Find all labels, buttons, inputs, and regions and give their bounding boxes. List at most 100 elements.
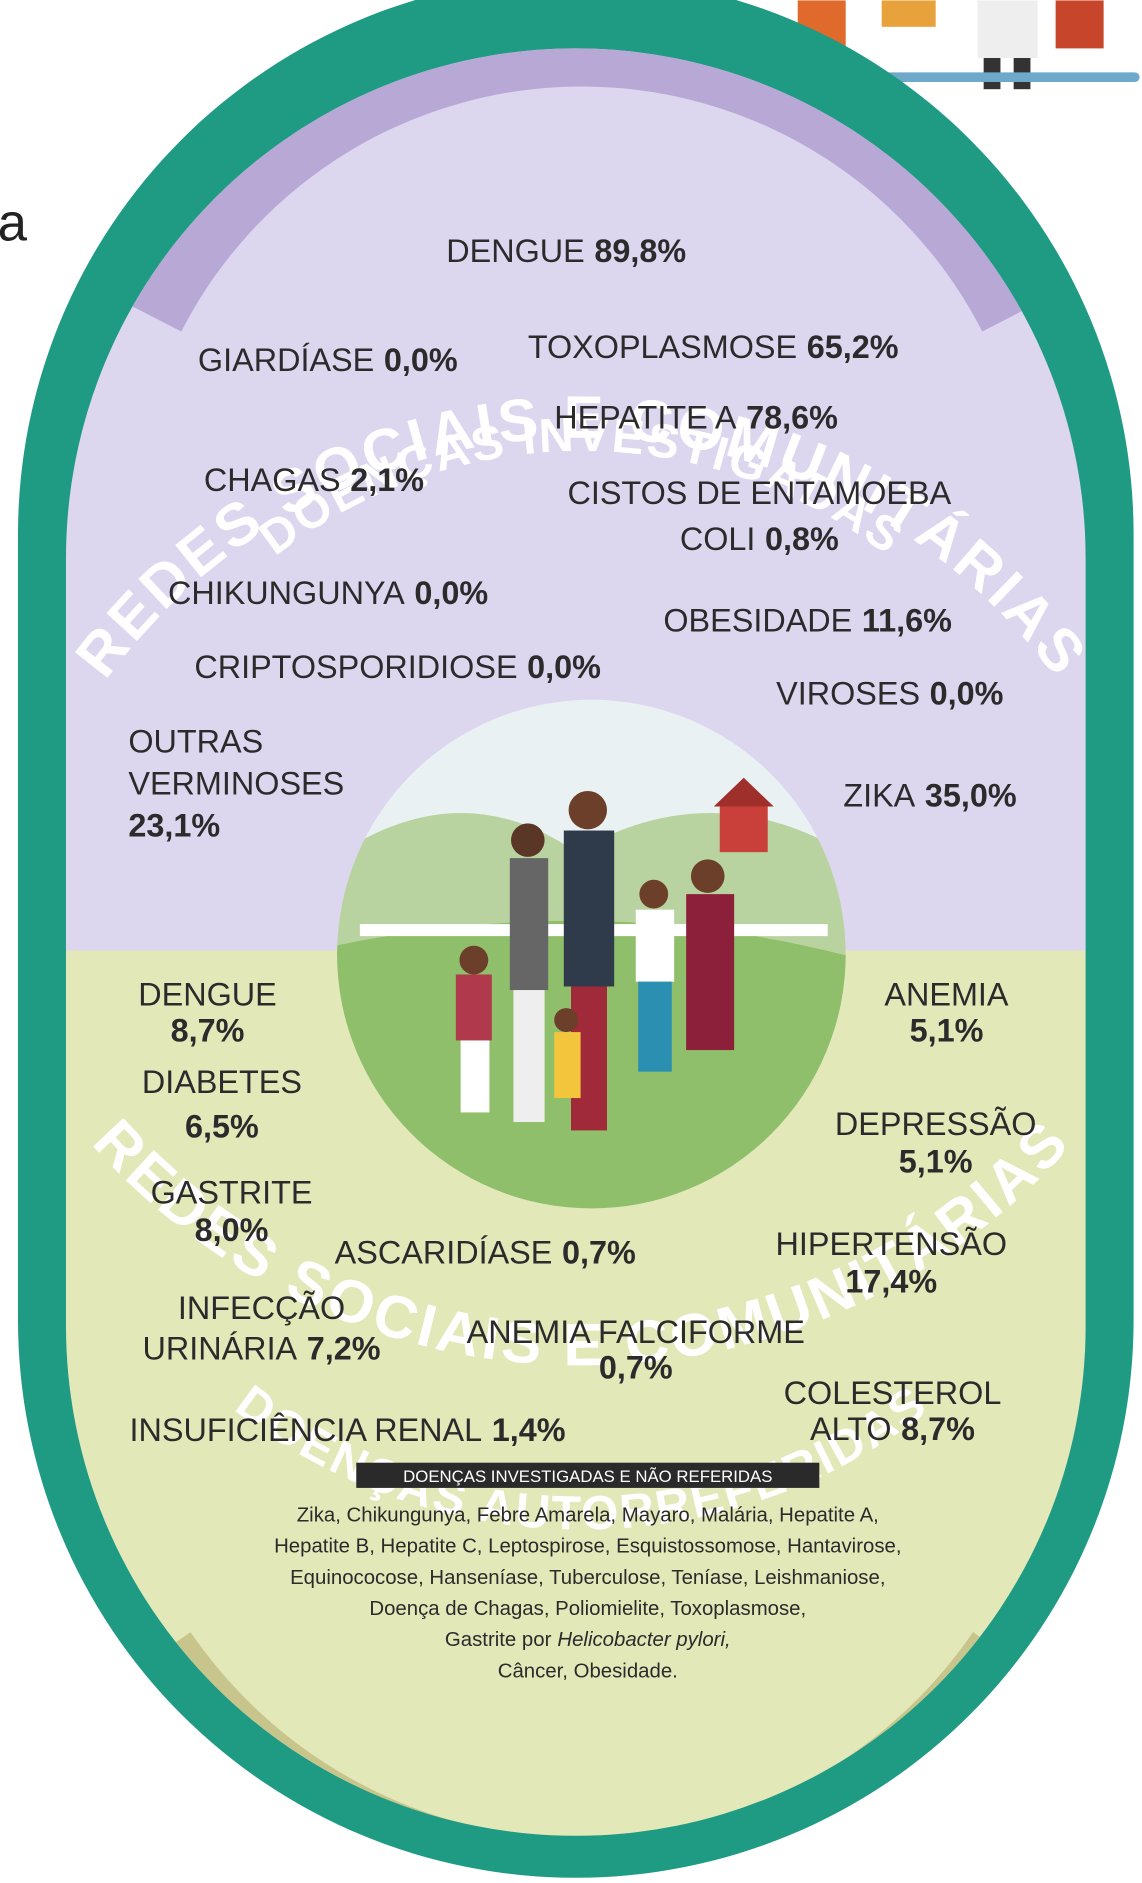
disease-name: ALTO 8,7% bbox=[810, 1411, 975, 1447]
disease-value: 8,0% bbox=[195, 1212, 269, 1248]
disease-name: DENGUE 89,8% bbox=[446, 233, 686, 269]
disease-name: COLESTEROL bbox=[784, 1375, 1002, 1411]
edge-text: a bbox=[0, 193, 28, 252]
not-reported-text: Equinococose, Hanseníase, Tuberculose, T… bbox=[290, 1567, 885, 1589]
not-reported-line: Zika, Chikungunya, Febre Amarela, Mayaro… bbox=[297, 1504, 879, 1526]
disease-name: CHAGAS 2,1% bbox=[204, 462, 424, 498]
disease-value: 8,7% bbox=[171, 1013, 245, 1049]
disease-value-text: 5,1% bbox=[910, 1013, 984, 1049]
disease-name-text: GIARDÍASE bbox=[198, 342, 374, 378]
disease-name: ASCARIDÍASE 0,7% bbox=[335, 1235, 636, 1271]
disease-name-text: TOXOPLASMOSE bbox=[528, 329, 797, 365]
disease-value: 0,0% bbox=[384, 342, 458, 378]
disease-value: 78,6% bbox=[746, 400, 838, 436]
disease-value: 2,1% bbox=[350, 462, 424, 498]
disease-name-text: HEPATITE A bbox=[554, 400, 737, 436]
disease-name-text: ALTO bbox=[810, 1411, 892, 1447]
disease-value-text: 6,5% bbox=[185, 1109, 259, 1145]
disease-value-text: 17,4% bbox=[845, 1263, 937, 1299]
disease-name: VERMINOSES bbox=[128, 766, 344, 802]
disease-value: 0,0% bbox=[414, 575, 488, 611]
disease-name: ANEMIA bbox=[884, 977, 1009, 1013]
disease-name: DIABETES bbox=[142, 1064, 302, 1100]
disease-name: GASTRITE bbox=[151, 1175, 313, 1211]
disease-name: HEPATITE A 78,6% bbox=[554, 400, 838, 436]
disease-name: CHIKUNGUNYA 0,0% bbox=[168, 575, 488, 611]
disease-value: 17,4% bbox=[845, 1263, 937, 1299]
disease-name-text: CISTOS DE ENTAMOEBA bbox=[567, 475, 951, 511]
disease-value: 6,5% bbox=[185, 1109, 259, 1145]
disease-value-text: 5,1% bbox=[899, 1143, 973, 1179]
disease-name-text: CHAGAS bbox=[204, 462, 341, 498]
not-reported-line: Gastrite por Helicobacter pylori, bbox=[445, 1629, 731, 1651]
disease-name: INSUFICIÊNCIA RENAL 1,4% bbox=[130, 1412, 566, 1448]
disease-value: 89,8% bbox=[594, 233, 686, 269]
disease-name-text: ANEMIA FALCIFORME bbox=[467, 1314, 805, 1350]
disease-name-text: ASCARIDÍASE bbox=[335, 1235, 553, 1271]
disease-name: ZIKA 35,0% bbox=[843, 778, 1016, 814]
disease-value: 5,1% bbox=[899, 1143, 973, 1179]
disease-name-text: DENGUE bbox=[446, 233, 585, 269]
disease-name: OBESIDADE 11,6% bbox=[663, 602, 952, 638]
disease-name: DENGUE bbox=[138, 977, 277, 1013]
disease-value: 65,2% bbox=[807, 329, 899, 365]
disease-value: 0,7% bbox=[562, 1235, 636, 1271]
disease-value-text: 0,7% bbox=[599, 1350, 673, 1386]
disease-name: CRIPTOSPORIDIOSE 0,0% bbox=[194, 649, 601, 685]
not-reported-italic: Helicobacter pylori, bbox=[557, 1629, 730, 1651]
not-reported-text: Hepatite B, Hepatite C, Leptospirose, Es… bbox=[274, 1536, 901, 1558]
disease-name-text: VIROSES bbox=[776, 676, 920, 712]
family-illustration bbox=[337, 699, 846, 1209]
disease-value: 8,7% bbox=[901, 1411, 975, 1447]
disease-value: 11,6% bbox=[862, 602, 952, 638]
not-reported-line: Hepatite B, Hepatite C, Leptospirose, Es… bbox=[274, 1536, 901, 1558]
disease-value: 35,0% bbox=[925, 778, 1017, 814]
disease-name: OUTRAS bbox=[128, 724, 263, 760]
disease-name: COLI 0,8% bbox=[680, 521, 839, 557]
disease-name-text: OUTRAS bbox=[128, 724, 263, 760]
disease-name: CISTOS DE ENTAMOEBA bbox=[567, 475, 951, 511]
disease-name-text: URINÁRIA bbox=[142, 1331, 297, 1367]
disease-value: 5,1% bbox=[910, 1013, 984, 1049]
disease-name-text: OBESIDADE bbox=[663, 602, 852, 638]
disease-name: INFECÇÃO bbox=[178, 1289, 345, 1326]
disease-name-text: VERMINOSES bbox=[128, 766, 344, 802]
disease-value-text: 8,7% bbox=[171, 1013, 245, 1049]
disease-value: 0,0% bbox=[930, 676, 1004, 712]
disease-name: VIROSES 0,0% bbox=[776, 676, 1003, 712]
disease-name-text: INFECÇÃO bbox=[178, 1289, 345, 1326]
not-reported-text: Zika, Chikungunya, Febre Amarela, Mayaro… bbox=[297, 1504, 879, 1526]
disease-name: URINÁRIA 7,2% bbox=[142, 1331, 380, 1367]
disease-name: TOXOPLASMOSE 65,2% bbox=[528, 329, 899, 365]
disease-name-text: COLESTEROL bbox=[784, 1375, 1002, 1411]
disease-value: 0,0% bbox=[527, 649, 601, 685]
disease-name: GIARDÍASE 0,0% bbox=[198, 342, 458, 378]
not-reported-text: Doença de Chagas, Poliomielite, Toxoplas… bbox=[369, 1598, 806, 1620]
disease-name-text: CRIPTOSPORIDIOSE bbox=[194, 649, 517, 685]
disease-value: 0,7% bbox=[599, 1350, 673, 1386]
disease-name-text: GASTRITE bbox=[151, 1175, 313, 1211]
disease-value: 23,1% bbox=[128, 808, 220, 844]
not-reported-line: Equinococose, Hanseníase, Tuberculose, T… bbox=[290, 1567, 885, 1589]
disease-name-text: ZIKA bbox=[843, 778, 915, 814]
disease-name: DEPRESSÃO bbox=[835, 1105, 1037, 1142]
disease-value: 0,8% bbox=[765, 521, 839, 557]
disease-name-text: ANEMIA bbox=[884, 977, 1009, 1013]
disease-value-text: 23,1% bbox=[128, 808, 220, 844]
disease-name-text: DENGUE bbox=[138, 977, 277, 1013]
not-reported-text: Gastrite por bbox=[445, 1629, 552, 1651]
disease-name: HIPERTENSÃO bbox=[776, 1225, 1007, 1262]
not-reported-text: Câncer, Obesidade. bbox=[498, 1660, 678, 1682]
disease-name: ANEMIA FALCIFORME bbox=[467, 1314, 805, 1350]
not-reported-line: Doença de Chagas, Poliomielite, Toxoplas… bbox=[369, 1598, 806, 1620]
disease-name-text: HIPERTENSÃO bbox=[776, 1225, 1007, 1262]
top-illustration bbox=[797, 0, 1140, 90]
disease-name-text: DEPRESSÃO bbox=[835, 1105, 1037, 1142]
disease-name-text: CHIKUNGUNYA bbox=[168, 575, 405, 611]
disease-name-text: INSUFICIÊNCIA RENAL bbox=[130, 1412, 483, 1448]
not-reported-title: DOENÇAS INVESTIGADAS E NÃO REFERIDAS bbox=[403, 1466, 772, 1486]
not-reported-line: Câncer, Obesidade. bbox=[498, 1660, 678, 1682]
disease-name-text: DIABETES bbox=[142, 1064, 302, 1100]
disease-value: 7,2% bbox=[307, 1331, 381, 1367]
